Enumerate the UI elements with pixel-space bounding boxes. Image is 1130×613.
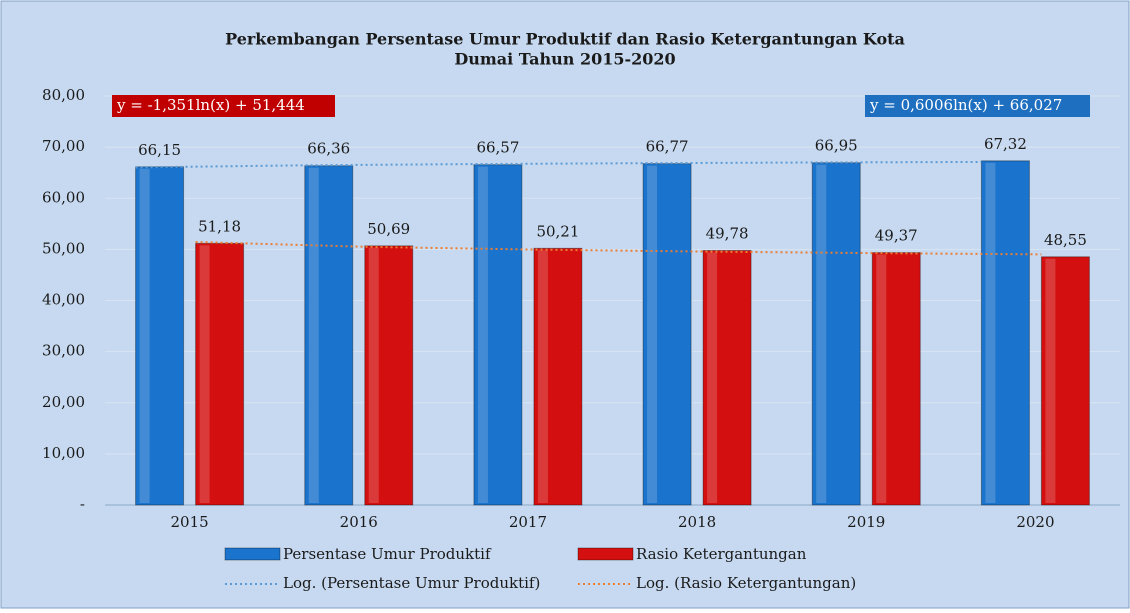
data-label: 67,32 — [984, 135, 1027, 153]
data-label: 66,57 — [476, 139, 519, 157]
bar — [195, 242, 245, 506]
bar-shine — [707, 252, 718, 503]
data-label: 66,36 — [307, 140, 350, 158]
bar-shine — [985, 162, 996, 503]
bar-shine — [477, 166, 488, 503]
bar-shine — [537, 250, 548, 503]
data-label: 49,78 — [706, 224, 749, 242]
data-label: 50,69 — [367, 220, 410, 238]
bar — [811, 162, 861, 506]
bar — [702, 249, 752, 506]
equation-box — [865, 95, 1090, 117]
equation-label: y = -1,351ln(x) + 51,444 — [116, 96, 305, 114]
equation-label: y = 0,6006ln(x) + 66,027 — [869, 96, 1062, 114]
bar — [473, 164, 523, 506]
y-tick-label: 60,00 — [42, 188, 85, 206]
data-label: 49,37 — [875, 227, 918, 245]
bar — [533, 247, 583, 506]
chart-title: Dumai Tahun 2015-2020 — [454, 50, 675, 69]
bar-shine — [368, 247, 379, 503]
data-label: 66,95 — [815, 137, 858, 155]
legend-swatch — [577, 547, 634, 561]
bar-shine — [139, 168, 150, 504]
chart-title: Perkembangan Persentase Umur Produktif d… — [225, 30, 905, 49]
y-tick-label: 30,00 — [42, 342, 85, 360]
legend-label: Log. (Persentase Umur Produktif) — [283, 574, 540, 592]
legend-label: Log. (Rasio Ketergantungan) — [636, 574, 856, 592]
x-tick-label: 2020 — [1016, 513, 1054, 531]
trendline — [135, 160, 982, 169]
legend-label: Rasio Ketergantungan — [636, 545, 807, 563]
bar-shine — [199, 245, 210, 503]
bar — [135, 166, 185, 506]
y-tick-label: 70,00 — [42, 137, 85, 155]
bar — [364, 245, 414, 506]
data-label: 50,21 — [536, 222, 579, 240]
trendline — [195, 240, 1042, 256]
x-tick-label: 2015 — [170, 513, 208, 531]
data-label: 48,55 — [1044, 231, 1087, 249]
bar — [642, 163, 692, 506]
x-tick-label: 2016 — [340, 513, 378, 531]
data-label: 66,15 — [138, 141, 181, 159]
y-tick-label: 20,00 — [42, 393, 85, 411]
bar — [980, 160, 1030, 506]
legend-swatch — [224, 547, 281, 561]
data-label: 66,77 — [646, 138, 689, 156]
y-tick-label: 40,00 — [42, 291, 85, 309]
bar-shine — [647, 165, 658, 504]
bar-shine — [308, 167, 319, 503]
bar — [1040, 256, 1090, 506]
legend-label: Persentase Umur Produktif — [283, 545, 492, 563]
bar-shine — [1045, 258, 1056, 503]
bar — [304, 165, 354, 506]
bar-shine — [816, 164, 827, 503]
y-tick-label: 50,00 — [42, 239, 85, 257]
x-tick-label: 2018 — [678, 513, 716, 531]
y-tick-label: 80,00 — [42, 86, 85, 104]
y-tick-label: 10,00 — [42, 444, 85, 462]
data-label: 51,18 — [198, 217, 241, 235]
bar-shine — [876, 254, 887, 503]
equation-box — [112, 95, 335, 117]
x-tick-label: 2017 — [509, 513, 547, 531]
y-tick-label: - — [80, 495, 85, 513]
x-tick-label: 2019 — [847, 513, 885, 531]
